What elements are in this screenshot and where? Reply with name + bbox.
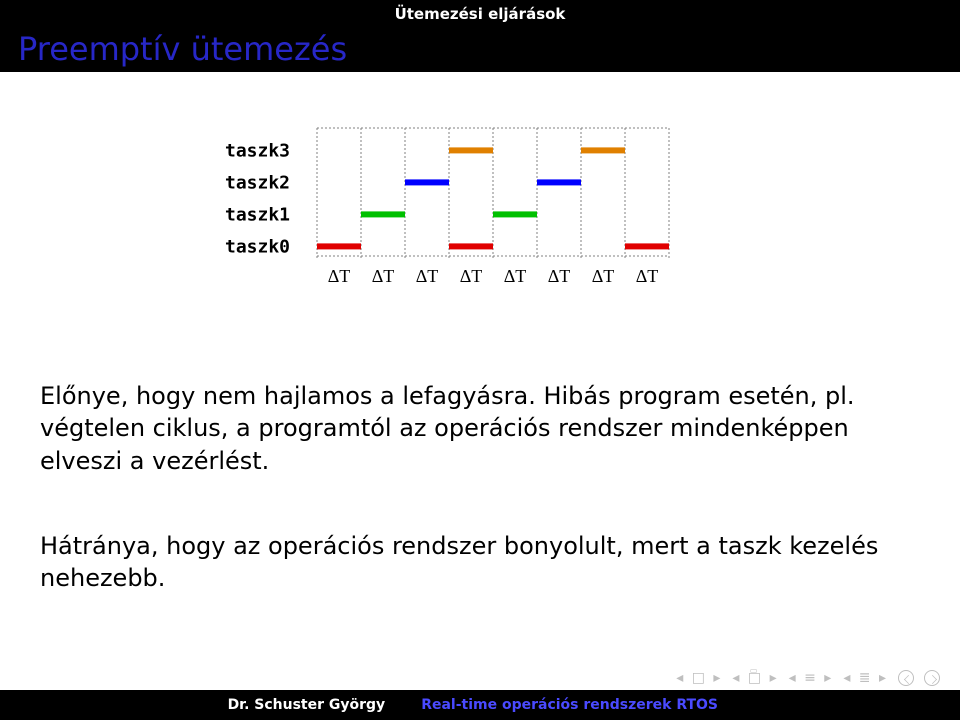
task-label-taszk0: taszk0 bbox=[225, 236, 290, 257]
axis-label: ΔT bbox=[548, 266, 571, 286]
nav-prev-icon[interactable]: ◂ □ ▸ bbox=[676, 670, 722, 686]
advantage-paragraph: Előnye, hogy nem hajlamos a lefagyásra. … bbox=[40, 380, 920, 477]
schedule-diagram: taszk3 taszk2 taszk1 taszk0 ΔT ΔT ΔT ΔT ΔT ΔT ΔT ΔT bbox=[225, 120, 705, 340]
task-bar-taszk1 bbox=[493, 211, 537, 217]
section-label: Ütemezési eljárások bbox=[0, 0, 960, 28]
disadvantage-paragraph: Hátránya, hogy az operációs rendszer bon… bbox=[40, 530, 920, 595]
axis-label: ΔT bbox=[328, 266, 351, 286]
axis-label: ΔT bbox=[504, 266, 527, 286]
task-bar-taszk3 bbox=[581, 147, 625, 153]
task-bar-taszk0 bbox=[317, 243, 361, 249]
nav-prev-frame-icon[interactable]: ◂ ≡ ▸ bbox=[789, 670, 834, 686]
beamer-nav-icons: ◂ □ ▸ ◂ □▭ ▸ ◂ ≡ ▸ ◂ ≣ ▸ bbox=[676, 670, 940, 686]
task-label-taszk1: taszk1 bbox=[225, 204, 290, 225]
footer-talk-title: Real-time operációs rendszerek RTOS bbox=[403, 697, 960, 713]
schedule-svg: taszk3 taszk2 taszk1 taszk0 ΔT ΔT ΔT ΔT ΔT ΔT ΔT ΔT bbox=[225, 120, 705, 340]
task-bar-taszk2 bbox=[405, 179, 449, 185]
task-label-taszk2: taszk2 bbox=[225, 172, 290, 193]
nav-prev-sub-icon[interactable]: ◂ □▭ ▸ bbox=[732, 670, 778, 686]
task-bar-taszk2 bbox=[537, 179, 581, 185]
axis-label: ΔT bbox=[636, 266, 659, 286]
task-bar-taszk0 bbox=[449, 243, 493, 249]
task-bar-taszk0 bbox=[625, 243, 669, 249]
task-bar-taszk3 bbox=[449, 147, 493, 153]
page-title: Preemptív ütemezés bbox=[18, 30, 347, 68]
axis-label: ΔT bbox=[460, 266, 483, 286]
task-label-taszk3: taszk3 bbox=[225, 140, 290, 161]
axis-label: ΔT bbox=[416, 266, 439, 286]
axis-label: ΔT bbox=[372, 266, 395, 286]
footer-bar: Dr. Schuster György Real-time operációs … bbox=[0, 690, 960, 720]
nav-fwd-circle-icon[interactable] bbox=[924, 670, 940, 686]
nav-back-circle-icon[interactable] bbox=[898, 670, 914, 686]
nav-next-frame-icon[interactable]: ◂ ≣ ▸ bbox=[843, 670, 888, 686]
task-bar-taszk1 bbox=[361, 211, 405, 217]
axis-label: ΔT bbox=[592, 266, 615, 286]
footer-author: Dr. Schuster György bbox=[0, 697, 403, 713]
